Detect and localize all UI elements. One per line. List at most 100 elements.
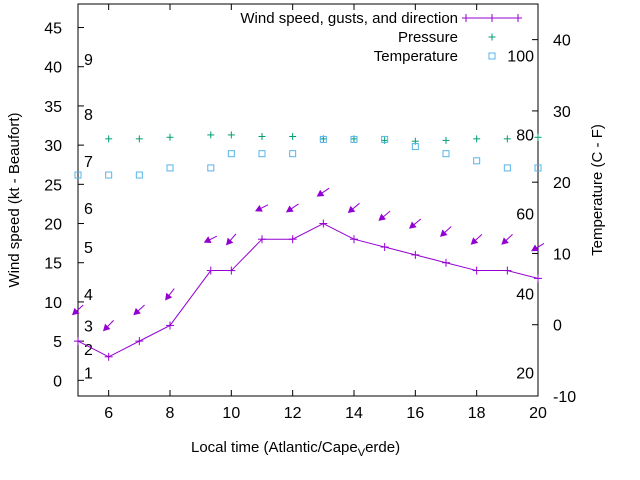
wind-arrow-head [255, 204, 263, 212]
legend-swatch-square [488, 52, 496, 60]
wind-arrow-head [133, 307, 141, 316]
y2-tick-label: 0 [553, 318, 562, 335]
temperature-point [473, 157, 481, 165]
y2-tick-label: 10 [553, 246, 571, 263]
y2-axis-label: Temperature (C - F) [589, 124, 606, 256]
temperature-point [105, 171, 113, 179]
legend-swatch-plus [488, 14, 496, 22]
wind-direction-arrow [470, 234, 483, 245]
wind-arrow-head [439, 229, 448, 237]
wind-arrow-head [470, 237, 479, 245]
x-tick-label: 18 [468, 405, 486, 422]
pressure-point [207, 131, 215, 139]
beaufort-label: 4 [84, 287, 93, 304]
wind-direction-arrow [347, 202, 360, 214]
y-tick-label: 45 [44, 21, 62, 38]
wind-speed-point [319, 219, 328, 228]
pressure-point [105, 135, 113, 143]
temperature-point [503, 164, 511, 172]
wind-arrow-head [409, 221, 417, 229]
y2-tick-label: 30 [553, 104, 571, 121]
wind-arrow-head [226, 237, 234, 246]
temperature-point [135, 171, 143, 179]
wind-direction-arrow [102, 320, 114, 332]
fahrenheit-label: 20 [516, 365, 534, 382]
fahrenheit-label: 100 [507, 48, 534, 65]
y-tick-label: 35 [44, 99, 62, 116]
wind-direction-arrow [255, 204, 269, 212]
x-tick-label: 20 [529, 405, 547, 422]
pressure-point [166, 133, 174, 141]
x-tick-label: 12 [284, 405, 302, 422]
wind-direction-arrow [285, 203, 299, 213]
axes: 6 8 10 12 14 16 18 20051015202530354045-1001020… [44, 3, 576, 422]
temperature-point [411, 143, 419, 151]
wind-speed-point [227, 266, 236, 275]
wind-direction-arrow [226, 233, 237, 246]
x-tick-label: 6 [104, 405, 113, 422]
y-tick-label: 15 [44, 256, 62, 273]
beaufort-label: 8 [84, 107, 93, 124]
wind-direction-arrow [378, 210, 391, 221]
wind-speed-point [104, 352, 113, 361]
temperature-point [534, 164, 542, 172]
y-tick-label: 5 [53, 334, 62, 351]
y-axis-label: Wind speed (kt - Beaufort) [6, 112, 23, 287]
wind-speed-point [258, 235, 266, 244]
temperature-point [166, 164, 174, 172]
x-axis-label: Local time (Atlantic/CapeVerde) [191, 439, 400, 459]
y-tick-label: 20 [44, 217, 62, 234]
y2-tick-label: 40 [553, 33, 571, 50]
x-tick-label: 10 [222, 405, 240, 422]
temperature-point [74, 171, 82, 179]
wind-arrow-head [347, 205, 356, 214]
wind-speed-line [78, 222, 538, 358]
x-axis-label-tail: erde) [365, 439, 400, 456]
y-tick-label: 10 [44, 295, 62, 312]
wind-arrow-head [378, 213, 386, 221]
temperature-point [381, 135, 389, 143]
beaufort-label: 5 [84, 240, 93, 257]
pressure-point [473, 135, 481, 143]
beaufort-label: 7 [84, 154, 93, 171]
x-axis-label-sub: V [358, 447, 366, 459]
fahrenheit-label: 40 [516, 286, 534, 303]
wind-arrow-head [501, 237, 509, 245]
wind-speed-point [411, 250, 420, 259]
x-tick-label: 8 [166, 405, 175, 422]
beaufort-label: 9 [84, 52, 93, 69]
legend: Wind speed, gusts, and direction Pressure… [240, 10, 522, 65]
legend-label: Pressure [398, 29, 458, 46]
wind-direction-arrow [133, 304, 145, 316]
fahrenheit-label: 60 [516, 207, 534, 224]
pressure-point [289, 132, 297, 140]
data-layer [71, 131, 545, 361]
x-axis-label-main: Local time (Atlantic/Cape [191, 439, 358, 456]
legend-swatch-plus [488, 33, 496, 41]
fahrenheit-label: 80 [516, 127, 534, 144]
beaufort-label: 6 [84, 201, 93, 218]
wind-arrow-head [71, 307, 80, 316]
legend-swatch-plus [462, 14, 470, 22]
temperature-point [289, 150, 297, 158]
pressure-point [534, 133, 542, 141]
wind-direction-arrow [409, 218, 422, 229]
temperature-point [442, 150, 450, 158]
pressure-point [442, 136, 450, 144]
y2-tick-label: -10 [553, 389, 576, 406]
wind-speed-point [534, 274, 542, 283]
pressure-point [227, 131, 235, 139]
x-tick-label: 16 [406, 405, 424, 422]
wind-arrow-head [102, 323, 111, 332]
wind-arrow-head [285, 205, 294, 213]
y-tick-label: 0 [53, 373, 62, 390]
wind-speed-point [380, 243, 389, 252]
temperature-point [258, 150, 266, 158]
legend-label: Wind speed, gusts, and direction [240, 10, 458, 27]
wind-direction-arrow [165, 288, 175, 301]
temperature-point [319, 135, 327, 143]
wind-arrow-head [531, 244, 539, 252]
beaufort-label: 1 [84, 365, 93, 382]
wind-direction-arrow [439, 226, 452, 237]
